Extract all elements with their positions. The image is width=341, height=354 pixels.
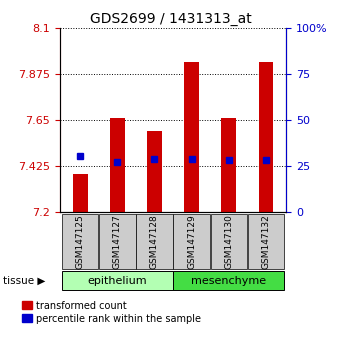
Text: GSM147130: GSM147130 [224, 214, 233, 269]
Legend: transformed count, percentile rank within the sample: transformed count, percentile rank withi… [18, 297, 205, 327]
Bar [147, 131, 162, 212]
Text: GSM147129: GSM147129 [187, 214, 196, 269]
FancyBboxPatch shape [136, 214, 173, 269]
FancyBboxPatch shape [174, 271, 284, 290]
FancyBboxPatch shape [211, 214, 247, 269]
FancyBboxPatch shape [174, 214, 210, 269]
Bar [184, 62, 199, 212]
Text: GSM147132: GSM147132 [262, 214, 270, 269]
Bar [110, 118, 125, 212]
Bar [73, 173, 88, 212]
FancyBboxPatch shape [99, 214, 135, 269]
FancyBboxPatch shape [248, 214, 284, 269]
Text: GSM147127: GSM147127 [113, 214, 122, 269]
Bar [258, 62, 273, 212]
Text: GSM147125: GSM147125 [76, 214, 85, 269]
Text: GSM147128: GSM147128 [150, 214, 159, 269]
Text: tissue ▶: tissue ▶ [3, 275, 46, 286]
FancyBboxPatch shape [62, 271, 173, 290]
Text: mesenchyme: mesenchyme [191, 275, 266, 286]
Text: GDS2699 / 1431313_at: GDS2699 / 1431313_at [90, 12, 251, 27]
Text: epithelium: epithelium [88, 275, 147, 286]
Bar [221, 118, 236, 212]
FancyBboxPatch shape [62, 214, 98, 269]
